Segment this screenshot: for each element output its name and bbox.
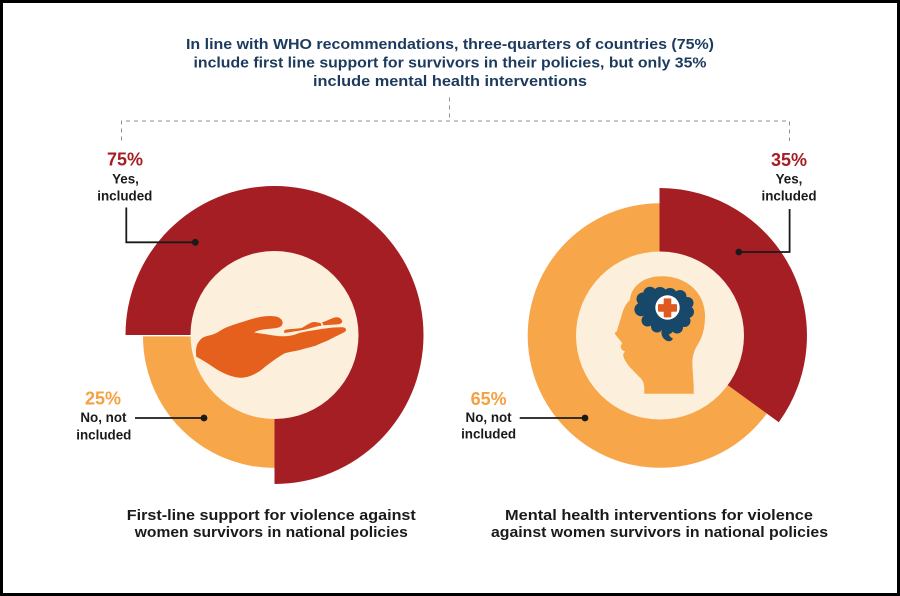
svg-text:25%: 25%	[85, 389, 121, 409]
svg-text:First-line support for violenc: First-line support for violence against	[127, 507, 416, 524]
svg-text:No, not: No, not	[80, 410, 127, 425]
svg-text:women survivors in national po: women survivors in national policies	[134, 524, 408, 541]
svg-text:65%: 65%	[471, 389, 507, 409]
svg-text:In line with WHO recommendatio: In line with WHO recommendations, three-…	[186, 36, 714, 53]
svg-text:No, not: No, not	[466, 410, 513, 425]
svg-text:include mental health interven: include mental health interventions	[313, 73, 587, 90]
svg-text:Yes,: Yes,	[776, 172, 803, 187]
svg-text:Mental health interventions fo: Mental health interventions for violence	[505, 507, 813, 524]
svg-text:Yes,: Yes,	[112, 172, 139, 187]
svg-text:75%: 75%	[107, 150, 143, 170]
svg-text:include first line support for: include first line support for survivors…	[194, 54, 708, 71]
svg-text:against women survivors in nat: against women survivors in national poli…	[491, 524, 828, 541]
svg-text:included: included	[761, 188, 816, 203]
svg-text:included: included	[76, 428, 131, 443]
svg-text:35%: 35%	[771, 150, 807, 170]
svg-text:included: included	[97, 188, 152, 203]
svg-text:included: included	[461, 427, 516, 442]
